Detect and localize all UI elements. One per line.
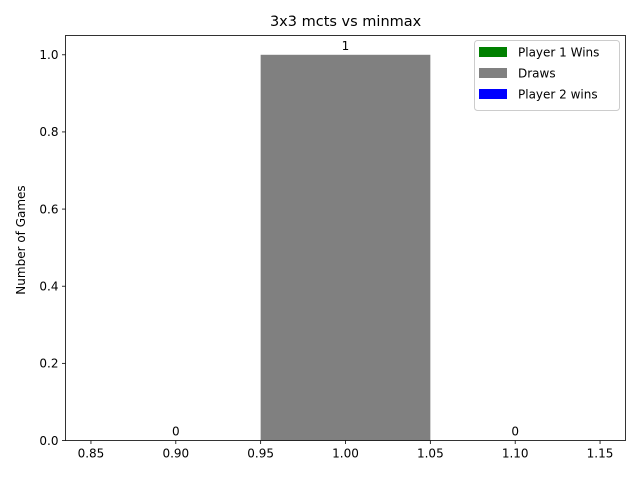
bar-label-draws: 1 [342,39,350,53]
legend-label-player-1-wins: Player 1 Wins [518,45,599,59]
bar-draws [260,54,431,441]
legend-swatch-player-1-wins [479,47,507,57]
chart-title: 3x3 mcts vs minmax [270,14,422,30]
bar-labels-group: 0 1 0 [172,39,519,439]
y-axis-label: Number of Games [14,185,28,294]
y-tick-label: 0.6 [39,202,58,216]
x-axis-ticks: 0.85 0.90 0.95 1.00 1.05 1.10 1.15 [78,440,614,461]
y-axis-ticks: 0.0 0.2 0.4 0.6 0.8 1.0 [39,48,66,448]
bars-group [260,54,431,441]
x-tick-label: 1.05 [417,447,444,461]
legend-label-draws: Draws [518,66,556,80]
x-tick-label: 1.10 [502,447,529,461]
x-tick-label: 0.90 [162,447,189,461]
plot-area-frame [65,35,626,441]
legend-swatch-player-2-wins [479,89,507,99]
bar-label-player-1-wins: 0 [172,425,180,439]
legend-frame [474,40,620,111]
legend-label-player-2-wins: Player 2 wins [518,87,598,101]
bar-label-player-2-wins: 0 [511,425,519,439]
y-tick-label: 0.4 [39,280,58,294]
legend-swatch-draws [479,68,507,78]
y-tick-label: 0.2 [39,357,58,371]
x-tick-label: 0.95 [247,447,274,461]
legend: Player 1 Wins Draws Player 2 wins [474,40,620,111]
y-tick-label: 0.8 [39,125,58,139]
x-tick-label: 0.85 [78,447,105,461]
y-tick-label: 1.0 [39,48,58,62]
x-tick-label: 1.15 [587,447,614,461]
y-tick-label: 0.0 [39,434,58,448]
x-tick-label: 1.00 [332,447,359,461]
